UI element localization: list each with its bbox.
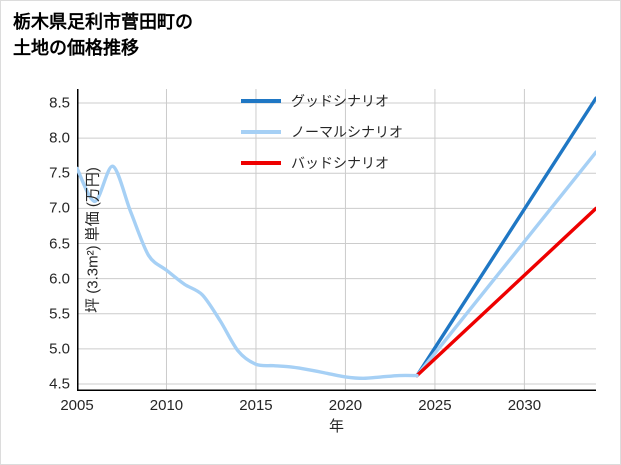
x-tick-label: 2005 (60, 397, 94, 414)
y-tick-label: 5.5 (49, 305, 70, 323)
y-tick-label: 6.0 (49, 270, 70, 288)
series-line-バッドシナリオ (415, 206, 596, 378)
legend-item[interactable]: グッドシナリオ (241, 91, 403, 111)
y-tick-label: 8.0 (49, 129, 70, 147)
legend-label: ノーマルシナリオ (291, 124, 403, 140)
x-tick-label: 2015 (239, 397, 273, 414)
x-axis-label: 年 (328, 418, 345, 435)
legend-label: グッドシナリオ (291, 93, 389, 109)
y-tick-label: 4.5 (49, 375, 70, 393)
legend-item[interactable]: バッドシナリオ (241, 153, 403, 173)
y-tick-label: 7.0 (49, 199, 70, 217)
legend-swatch-icon (241, 130, 281, 134)
y-tick-label: 8.5 (49, 94, 70, 112)
y-tick-label: 5.0 (49, 340, 70, 358)
series-lines (77, 96, 596, 381)
y-tick-label: 7.5 (49, 164, 70, 182)
x-tick-label: 2025 (418, 397, 452, 414)
y-tick-label: 6.5 (49, 235, 70, 252)
x-tick-label: 2030 (507, 397, 542, 414)
series-line-ノーマルシナリオ (415, 150, 596, 378)
legend-swatch-icon (241, 99, 281, 103)
legend-item[interactable]: ノーマルシナリオ (241, 122, 403, 142)
x-tick-label: 2020 (328, 397, 363, 414)
series-line-グッドシナリオ (415, 96, 596, 378)
chart-title: 栃木県足利市菅田町の 土地の価格推移 (13, 12, 193, 59)
plot-area: 4.5 5.0 5.5 6.0 6.5 7.0 7.5 8.0 8.5 2005 2010 2015… (49, 89, 596, 435)
chart-legend: グッドシナリオ ノーマルシナリオ バッドシナリオ (241, 91, 403, 173)
x-tick-label: 2010 (149, 397, 184, 414)
legend-swatch-icon (241, 161, 281, 165)
plot-svg (77, 89, 596, 391)
series-line-history (77, 164, 419, 381)
legend-label: バッドシナリオ (291, 155, 389, 171)
y-axis-label: 坪 (3.3m²) 単価 (万円) (84, 167, 102, 313)
